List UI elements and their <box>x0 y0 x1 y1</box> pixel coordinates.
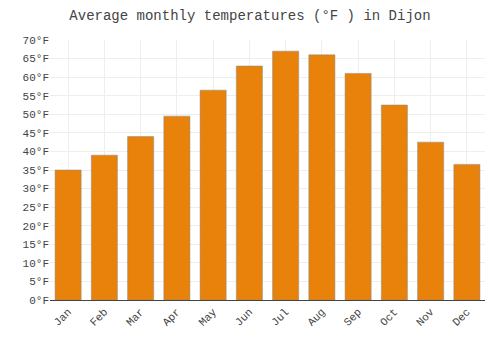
svg-text:Feb: Feb <box>88 306 110 328</box>
svg-text:Average monthly temperatures (: Average monthly temperatures (°F ) in Di… <box>69 8 430 24</box>
svg-text:5°F: 5°F <box>29 276 49 288</box>
svg-text:70°F: 70°F <box>23 35 49 47</box>
svg-text:Sep: Sep <box>342 306 364 328</box>
svg-text:65°F: 65°F <box>23 53 49 65</box>
svg-text:10°F: 10°F <box>23 258 49 270</box>
svg-text:Dec: Dec <box>450 306 472 328</box>
svg-text:Nov: Nov <box>414 306 437 329</box>
svg-text:25°F: 25°F <box>23 202 49 214</box>
svg-text:15°F: 15°F <box>23 239 49 251</box>
svg-text:35°F: 35°F <box>23 165 49 177</box>
svg-text:40°F: 40°F <box>23 146 49 158</box>
svg-text:Apr: Apr <box>160 306 182 328</box>
svg-text:30°F: 30°F <box>23 183 49 195</box>
svg-text:0°F: 0°F <box>29 295 49 307</box>
svg-text:Jan: Jan <box>52 306 74 328</box>
svg-text:20°F: 20°F <box>23 221 49 233</box>
svg-text:May: May <box>197 306 220 329</box>
svg-text:Mar: Mar <box>124 306 146 328</box>
svg-text:50°F: 50°F <box>23 109 49 121</box>
svg-text:60°F: 60°F <box>23 72 49 84</box>
svg-text:Aug: Aug <box>305 306 327 328</box>
svg-text:55°F: 55°F <box>23 91 49 103</box>
svg-text:Jul: Jul <box>269 306 291 328</box>
svg-text:Jun: Jun <box>233 306 255 328</box>
svg-text:45°F: 45°F <box>23 128 49 140</box>
svg-text:Oct: Oct <box>378 306 400 328</box>
